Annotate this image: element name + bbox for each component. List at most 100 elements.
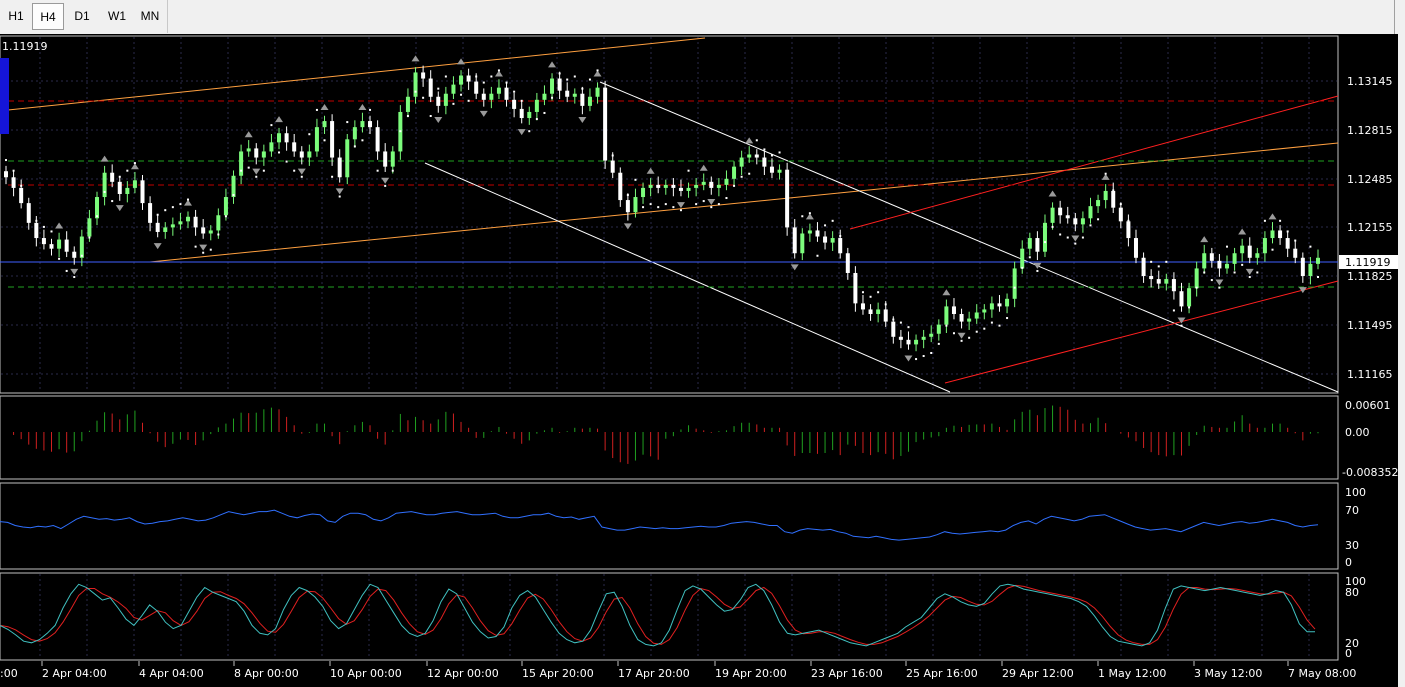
time-axis-label: 23 Apr 16:00 <box>811 667 883 680</box>
sar-dot <box>611 154 614 157</box>
bear-candle <box>853 272 858 304</box>
sar-dot <box>1028 256 1031 259</box>
bull-candle <box>489 93 494 100</box>
candles[interactable] <box>4 65 1320 352</box>
chart-svg[interactable]: 1.13145 1.12815 1.12485 1.12155 1.11825 … <box>0 34 1405 687</box>
fractal-up-marker <box>1048 190 1057 197</box>
sar-dot <box>1157 265 1160 268</box>
red-channel-bottom-line[interactable] <box>944 280 1339 384</box>
bull-candle <box>732 166 737 179</box>
sar-dot <box>179 203 182 206</box>
sar-dot <box>581 87 584 90</box>
sar-dot <box>270 124 273 127</box>
bear-candle <box>959 314 964 322</box>
sar-dot <box>240 169 243 172</box>
sar-dot <box>619 181 622 184</box>
fractal-down-marker <box>479 110 488 117</box>
bull-candle <box>231 175 236 198</box>
fractal-down-marker <box>252 168 261 175</box>
orange-channel-bottom-line[interactable] <box>149 142 1339 263</box>
bull-candle <box>724 178 729 185</box>
bull-candle <box>405 96 410 112</box>
sar-dot <box>1150 260 1153 263</box>
trend-lines[interactable] <box>0 37 1339 393</box>
orange-channel-top-line[interactable] <box>7 37 706 111</box>
sar-dot <box>634 178 637 181</box>
bear-candle <box>1179 291 1184 307</box>
sar-dot <box>710 206 713 209</box>
stoch-tick: 20 <box>1345 637 1359 650</box>
sar-dot <box>1279 219 1282 222</box>
bull-candle <box>216 215 221 231</box>
bear-candle <box>762 157 767 167</box>
bull-candle <box>314 127 319 152</box>
sar-dot <box>1188 306 1191 309</box>
bear-candle <box>868 309 873 315</box>
price-tick: 1.11165 <box>1347 368 1393 381</box>
timeframe-h4-button[interactable]: H4 <box>32 3 64 30</box>
sar-dot <box>990 321 993 324</box>
rsi-tick: 30 <box>1345 539 1359 552</box>
bull-candle <box>800 233 805 254</box>
sar-dot <box>1263 219 1266 222</box>
sar-dot <box>164 209 167 212</box>
fractal-down-marker <box>517 129 526 136</box>
price-tick: 1.11495 <box>1347 319 1393 332</box>
sar-dot <box>513 90 516 93</box>
bear-candle <box>951 306 956 315</box>
bear-candle <box>1209 253 1214 261</box>
white-channel-bottom-line[interactable] <box>424 162 951 393</box>
bear-candle <box>678 187 683 191</box>
timeframe-h1-button[interactable]: H1 <box>8 9 24 23</box>
sar-dot <box>285 160 288 163</box>
timeframe-d1-button[interactable]: D1 <box>74 9 90 23</box>
side-panel-tab[interactable] <box>0 58 9 134</box>
bear-candle <box>421 72 426 79</box>
fractal-down-marker <box>676 202 685 209</box>
chart-area[interactable]: 1.13145 1.12815 1.12485 1.12155 1.11825 … <box>0 34 1405 687</box>
bear-candle <box>375 127 380 152</box>
sar-dot <box>573 75 576 78</box>
bear-candle <box>337 157 342 178</box>
fractal-up-marker <box>275 116 284 123</box>
fractal-down-marker <box>153 243 162 250</box>
bear-candle <box>140 180 145 204</box>
bear-candle <box>1171 279 1176 292</box>
bull-candle <box>246 148 251 152</box>
sar-dot <box>118 175 121 178</box>
sar-dot <box>482 81 485 84</box>
sar-dot <box>945 324 948 327</box>
sar-dot <box>452 102 455 105</box>
bear-candle <box>785 169 790 228</box>
fractal-up-marker <box>1238 228 1247 235</box>
bear-candle <box>1156 279 1161 284</box>
white-channel-top-line[interactable] <box>599 81 1339 393</box>
bear-candle <box>19 187 24 204</box>
bull-candle <box>163 227 168 232</box>
sar-dot <box>975 330 978 333</box>
bull-candle <box>921 336 926 340</box>
bull-candle <box>1255 253 1260 258</box>
bear-candle <box>815 230 820 237</box>
bear-candle <box>1278 230 1283 239</box>
sar-dot <box>1172 309 1175 312</box>
right-scroll-edge[interactable] <box>1398 34 1405 687</box>
sar-dot <box>543 111 546 114</box>
sar-dot <box>232 193 235 196</box>
fractal-down-marker <box>623 223 632 230</box>
sar-dot <box>331 175 334 178</box>
sar-dot <box>1104 172 1107 175</box>
bear-candle <box>72 251 77 258</box>
bull-candle <box>1308 263 1313 277</box>
sar-dot <box>323 139 326 142</box>
bear-candle <box>26 203 31 223</box>
sar-dot <box>1180 324 1183 327</box>
bull-candle <box>345 139 350 178</box>
sar-dot <box>505 81 508 84</box>
sar-dot <box>149 204 152 207</box>
timeframe-mn-button[interactable]: MN <box>140 9 160 23</box>
bull-candle <box>360 121 365 128</box>
bull-candle <box>1164 279 1169 284</box>
red-channel-top-line[interactable] <box>849 95 1339 230</box>
timeframe-w1-button[interactable]: W1 <box>108 9 126 23</box>
